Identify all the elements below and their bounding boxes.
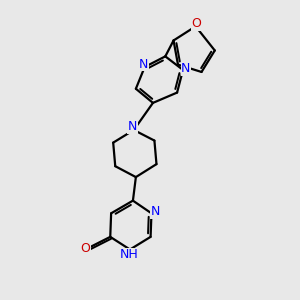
Text: O: O (191, 17, 201, 31)
Text: N: N (181, 62, 190, 75)
Text: N: N (150, 205, 160, 218)
Text: N: N (128, 120, 137, 133)
Text: N: N (139, 58, 148, 70)
Text: O: O (80, 242, 90, 255)
Text: NH: NH (120, 248, 139, 261)
